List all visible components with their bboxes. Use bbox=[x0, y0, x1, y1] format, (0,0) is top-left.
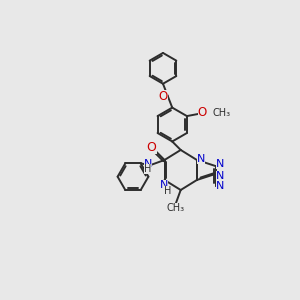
Text: CH₃: CH₃ bbox=[212, 108, 230, 118]
Text: N: N bbox=[196, 154, 205, 164]
Text: CH₃: CH₃ bbox=[167, 203, 184, 213]
Text: N: N bbox=[216, 171, 224, 181]
Text: N: N bbox=[160, 180, 168, 190]
Text: N: N bbox=[144, 159, 152, 169]
Text: N: N bbox=[216, 181, 224, 191]
Text: O: O bbox=[147, 141, 157, 154]
Text: N: N bbox=[216, 159, 224, 169]
Text: O: O bbox=[198, 106, 207, 119]
Text: H: H bbox=[144, 164, 152, 174]
Text: H: H bbox=[164, 186, 171, 196]
Text: O: O bbox=[158, 90, 168, 103]
